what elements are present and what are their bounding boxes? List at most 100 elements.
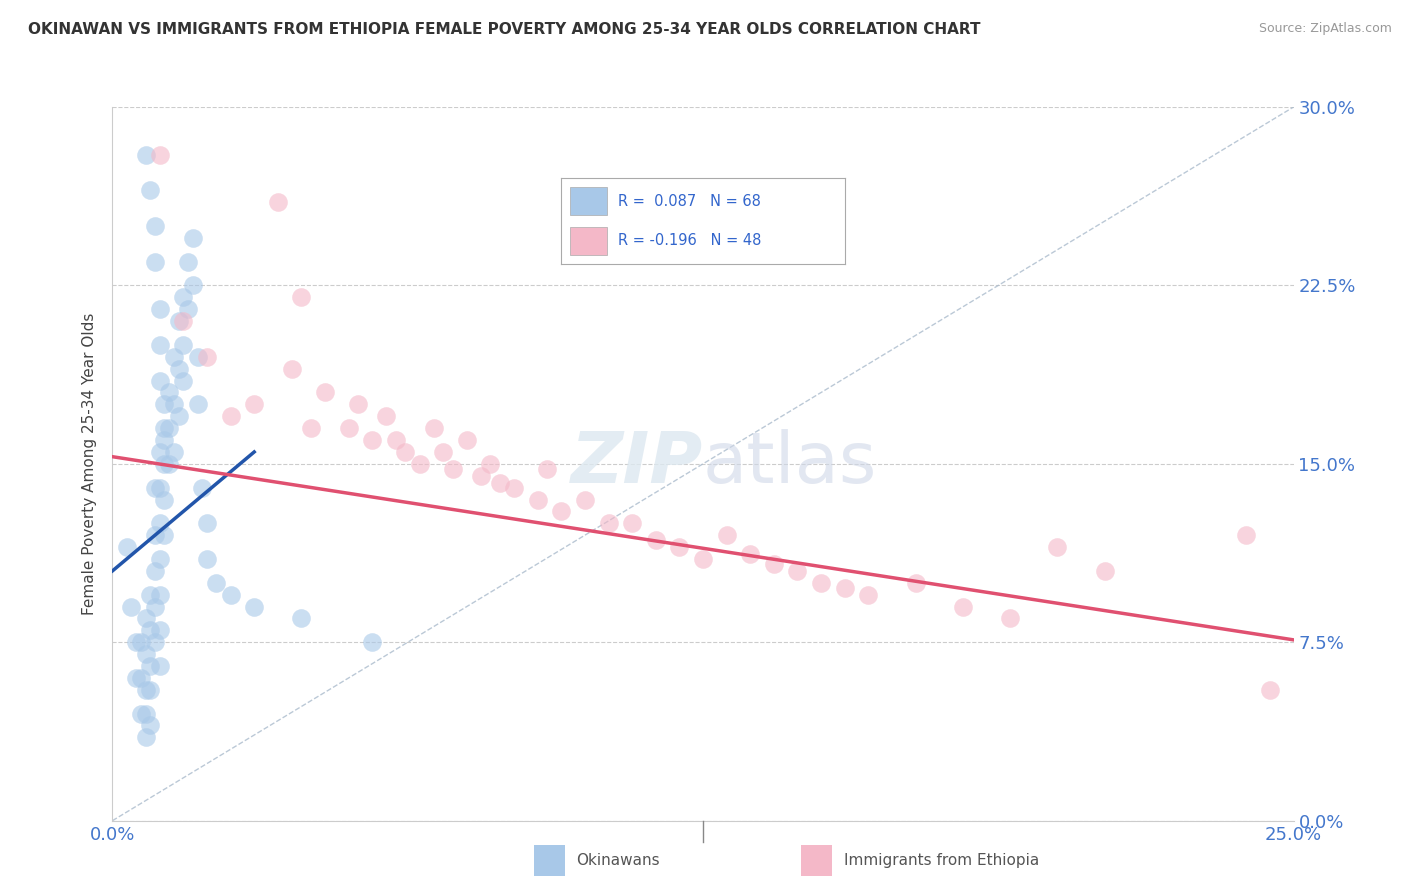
Point	[489, 475, 512, 490]
Point	[195, 552, 218, 566]
Text: OKINAWAN VS IMMIGRANTS FROM ETHIOPIA FEMALE POVERTY AMONG 25-34 YEAR OLDS CORREL: OKINAWAN VS IMMIGRANTS FROM ETHIOPIA FEM…	[28, 22, 980, 37]
Point	[904, 575, 927, 590]
Point	[157, 421, 180, 435]
Point	[290, 290, 312, 304]
Point	[834, 581, 856, 595]
Point	[314, 385, 336, 400]
Point	[422, 421, 444, 435]
Point	[172, 314, 194, 328]
Point	[129, 706, 152, 721]
Point	[375, 409, 398, 424]
Point	[644, 533, 666, 547]
Point	[191, 481, 214, 495]
Point	[172, 290, 194, 304]
Point	[143, 635, 166, 649]
Text: Source: ZipAtlas.com: Source: ZipAtlas.com	[1258, 22, 1392, 36]
Text: ZIP: ZIP	[571, 429, 703, 499]
Point	[139, 183, 162, 197]
Y-axis label: Female Poverty Among 25-34 Year Olds: Female Poverty Among 25-34 Year Olds	[82, 313, 97, 615]
Point	[149, 516, 172, 531]
Point	[157, 385, 180, 400]
Point	[139, 659, 162, 673]
Point	[621, 516, 644, 531]
Point	[143, 219, 166, 233]
Point	[219, 409, 242, 424]
Point	[281, 361, 304, 376]
Point	[135, 647, 157, 661]
Point	[115, 540, 138, 554]
Point	[267, 195, 290, 210]
Point	[163, 445, 186, 459]
Bar	[569, 227, 606, 255]
Point	[762, 557, 785, 571]
Point	[167, 314, 190, 328]
Point	[120, 599, 142, 614]
Text: R = -0.196   N = 48: R = -0.196 N = 48	[619, 234, 761, 248]
Point	[716, 528, 738, 542]
Point	[143, 564, 166, 578]
Text: Immigrants from Ethiopia: Immigrants from Ethiopia	[844, 853, 1039, 868]
Point	[692, 552, 714, 566]
Point	[177, 302, 200, 317]
Point	[998, 611, 1021, 625]
Point	[195, 516, 218, 531]
Point	[135, 706, 157, 721]
Point	[408, 457, 430, 471]
Point	[143, 599, 166, 614]
Point	[361, 635, 384, 649]
Point	[149, 338, 172, 352]
Point	[786, 564, 808, 578]
Point	[139, 682, 162, 697]
Text: Okinawans: Okinawans	[576, 853, 659, 868]
Point	[361, 433, 384, 447]
Point	[219, 588, 242, 602]
Point	[149, 659, 172, 673]
Point	[149, 374, 172, 388]
Point	[243, 397, 266, 411]
Point	[163, 350, 186, 364]
Point	[470, 468, 492, 483]
Point	[149, 588, 172, 602]
Point	[243, 599, 266, 614]
Point	[153, 433, 176, 447]
Point	[149, 481, 172, 495]
Point	[177, 254, 200, 268]
Point	[536, 461, 558, 475]
Point	[810, 575, 832, 590]
Point	[740, 547, 762, 561]
Point	[143, 481, 166, 495]
Point	[143, 528, 166, 542]
Point	[385, 433, 408, 447]
Point	[1094, 564, 1116, 578]
Point	[153, 397, 176, 411]
Point	[347, 397, 370, 411]
Point	[149, 624, 172, 638]
Point	[299, 421, 322, 435]
Point	[143, 254, 166, 268]
Point	[181, 231, 204, 245]
Point	[135, 611, 157, 625]
Point	[952, 599, 974, 614]
Point	[167, 361, 190, 376]
Point	[139, 588, 162, 602]
Point	[205, 575, 228, 590]
Point	[172, 338, 194, 352]
Point	[135, 731, 157, 745]
Text: atlas: atlas	[703, 429, 877, 499]
Point	[125, 671, 148, 685]
Point	[195, 350, 218, 364]
Point	[598, 516, 620, 531]
Point	[149, 552, 172, 566]
Point	[503, 481, 526, 495]
Point	[149, 445, 172, 459]
Point	[153, 457, 176, 471]
Point	[149, 147, 172, 161]
Point	[574, 492, 596, 507]
Point	[858, 588, 880, 602]
Point	[337, 421, 360, 435]
Point	[153, 421, 176, 435]
Point	[550, 504, 572, 518]
Point	[129, 671, 152, 685]
Text: R =  0.087   N = 68: R = 0.087 N = 68	[619, 194, 761, 209]
Bar	[569, 187, 606, 215]
